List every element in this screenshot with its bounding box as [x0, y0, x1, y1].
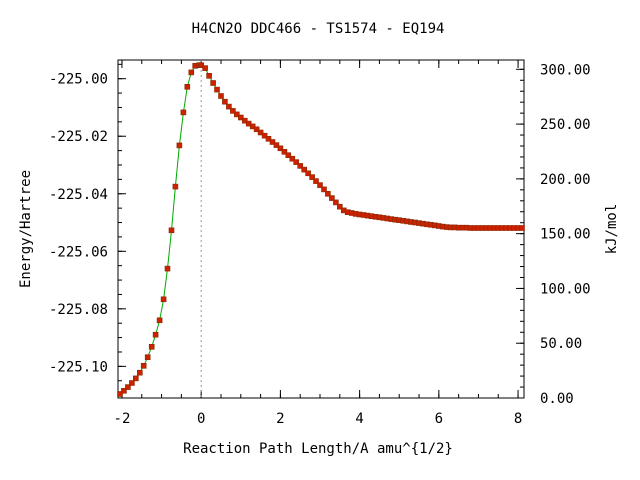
data-point: [238, 114, 244, 121]
y-axis-left: -225.00 -225.02 -225.04 -225.06 -225.08 -225.…: [49, 63, 126, 396]
y2-axis-label: kJ/mol: [604, 204, 620, 255]
x-tick-label: 0: [197, 411, 205, 427]
y-axis-right: 300.00 250.00 200.00 150.00 100.00 50.00 0.00: [516, 62, 591, 407]
chart-title: H4CN2O DDC466 - TS1574 - EQ194: [192, 21, 445, 37]
data-markers: [117, 62, 525, 397]
x-axis-label: Reaction Path Length/A amu^{1/2}: [183, 441, 453, 457]
data-point: [144, 354, 151, 361]
data-point: [160, 296, 167, 303]
data-point: [234, 111, 240, 118]
data-point: [293, 159, 300, 165]
y-tick-label: -225.02: [49, 129, 108, 145]
data-point: [317, 182, 323, 188]
data-point: [117, 391, 123, 397]
data-point: [321, 186, 327, 193]
data-point: [253, 126, 260, 133]
y-tick-label: -225.10: [49, 359, 108, 375]
y2-tick-label: 50.00: [540, 336, 582, 352]
data-point: [148, 343, 155, 350]
y-tick-label: -225.08: [49, 302, 108, 318]
y2-tick-label: 100.00: [540, 281, 591, 297]
data-point: [309, 174, 315, 180]
data-point: [257, 129, 264, 136]
data-point: [325, 191, 331, 197]
x-tick-label: 8: [514, 411, 522, 427]
data-point: [222, 98, 228, 105]
data-point: [261, 132, 268, 139]
data-point: [202, 65, 208, 71]
data-point: [168, 227, 175, 234]
data-point: [301, 166, 308, 173]
data-point: [297, 163, 304, 169]
data-point: [281, 149, 288, 155]
data-point: [121, 387, 127, 394]
data-point: [269, 139, 276, 145]
data-point: [329, 195, 335, 201]
x-tick-label: 2: [276, 411, 284, 427]
y-tick-label: -225.06: [49, 244, 108, 260]
data-point: [172, 183, 179, 190]
data-point: [164, 265, 171, 272]
data-point: [289, 155, 296, 162]
data-point: [125, 384, 131, 390]
data-point: [230, 108, 236, 114]
data-point: [336, 203, 343, 210]
y2-tick-label: 200.00: [540, 172, 591, 188]
data-point: [285, 152, 292, 158]
x-axis: -2 0 2 4 6 8: [114, 60, 522, 427]
data-point: [249, 123, 256, 130]
data-point: [206, 73, 212, 79]
y2-tick-label: 250.00: [540, 117, 591, 133]
data-point: [333, 199, 339, 206]
data-point: [226, 103, 232, 110]
data-point: [156, 317, 163, 324]
x-tick-label: -2: [114, 411, 131, 427]
data-point: [519, 225, 525, 231]
data-point: [140, 362, 147, 369]
y-tick-label: -225.00: [49, 72, 108, 88]
data-point: [133, 375, 139, 382]
data-point: [273, 142, 280, 148]
data-point: [245, 120, 252, 127]
data-point: [218, 93, 224, 99]
data-point: [198, 62, 204, 69]
data-point: [137, 369, 143, 376]
x-tick-label: 6: [435, 411, 443, 427]
y-tick-label: -225.04: [49, 187, 108, 203]
data-point: [152, 331, 159, 338]
y2-tick-label: 300.00: [540, 62, 591, 78]
data-point: [188, 69, 195, 76]
data-point: [242, 117, 248, 124]
data-point: [180, 109, 187, 116]
data-point: [313, 178, 319, 184]
y2-tick-label: 150.00: [540, 227, 591, 243]
data-point: [210, 80, 216, 86]
y2-tick-label: 0.00: [540, 391, 574, 407]
data-point: [277, 145, 284, 152]
data-point: [176, 142, 183, 149]
y-axis-label: Energy/Hartree: [18, 170, 34, 288]
data-point: [265, 136, 272, 142]
data-point: [129, 380, 135, 386]
x-tick-label: 4: [355, 411, 363, 427]
data-point: [184, 84, 191, 90]
data-point: [214, 86, 220, 93]
data-point: [305, 170, 311, 177]
